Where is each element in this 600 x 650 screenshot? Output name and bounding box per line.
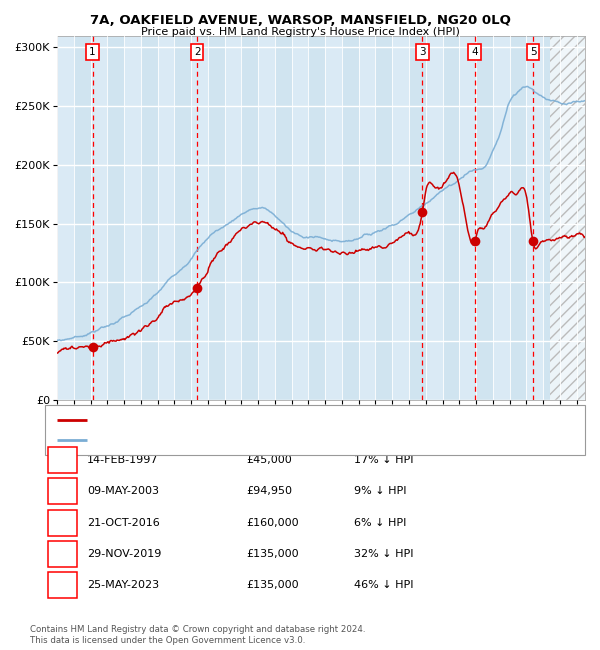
Bar — [191, 36, 208, 400]
Bar — [392, 36, 409, 400]
Bar — [560, 36, 577, 400]
Text: £135,000: £135,000 — [246, 549, 299, 559]
Text: 3: 3 — [419, 47, 426, 57]
Bar — [107, 36, 124, 400]
Text: 7A, OAKFIELD AVENUE, WARSOP, MANSFIELD, NG20 0LQ (detached house): 7A, OAKFIELD AVENUE, WARSOP, MANSFIELD, … — [91, 415, 457, 425]
Bar — [74, 36, 91, 400]
Text: HPI: Average price, detached house, Mansfield: HPI: Average price, detached house, Mans… — [91, 435, 319, 445]
Text: 1: 1 — [59, 455, 66, 465]
Text: 46% ↓ HPI: 46% ↓ HPI — [354, 580, 413, 590]
Bar — [208, 36, 224, 400]
Text: £94,950: £94,950 — [246, 486, 292, 497]
Bar — [224, 36, 241, 400]
Bar — [141, 36, 158, 400]
Bar — [543, 36, 560, 400]
Bar — [57, 36, 74, 400]
Bar — [342, 36, 359, 400]
Text: 1: 1 — [89, 47, 96, 57]
Bar — [443, 36, 459, 400]
Text: 5: 5 — [530, 47, 536, 57]
Bar — [426, 36, 443, 400]
Bar — [91, 36, 107, 400]
Text: 5: 5 — [59, 580, 66, 590]
Text: 29-NOV-2019: 29-NOV-2019 — [87, 549, 161, 559]
Bar — [124, 36, 141, 400]
Text: 9% ↓ HPI: 9% ↓ HPI — [354, 486, 407, 497]
Text: 2: 2 — [194, 47, 200, 57]
Text: Price paid vs. HM Land Registry's House Price Index (HPI): Price paid vs. HM Land Registry's House … — [140, 27, 460, 37]
Text: 7A, OAKFIELD AVENUE, WARSOP, MANSFIELD, NG20 0LQ: 7A, OAKFIELD AVENUE, WARSOP, MANSFIELD, … — [89, 14, 511, 27]
Text: 17% ↓ HPI: 17% ↓ HPI — [354, 455, 413, 465]
Bar — [292, 36, 308, 400]
Text: Contains HM Land Registry data © Crown copyright and database right 2024.
This d: Contains HM Land Registry data © Crown c… — [30, 625, 365, 645]
Text: 4: 4 — [59, 549, 66, 559]
Text: £135,000: £135,000 — [246, 580, 299, 590]
Bar — [376, 36, 392, 400]
Bar — [459, 36, 476, 400]
Text: 32% ↓ HPI: 32% ↓ HPI — [354, 549, 413, 559]
Bar — [308, 36, 325, 400]
Bar — [526, 36, 543, 400]
Text: 21-OCT-2016: 21-OCT-2016 — [87, 517, 160, 528]
Text: £45,000: £45,000 — [246, 455, 292, 465]
Bar — [550, 36, 585, 400]
Bar — [476, 36, 493, 400]
Text: 4: 4 — [471, 47, 478, 57]
Bar — [509, 36, 526, 400]
Bar — [325, 36, 342, 400]
Text: 2: 2 — [59, 486, 66, 497]
Text: £160,000: £160,000 — [246, 517, 299, 528]
Bar — [241, 36, 258, 400]
Text: 6% ↓ HPI: 6% ↓ HPI — [354, 517, 406, 528]
Bar — [258, 36, 275, 400]
Bar — [409, 36, 426, 400]
Bar — [577, 36, 585, 400]
Bar — [550, 36, 585, 400]
Bar — [158, 36, 175, 400]
Text: 14-FEB-1997: 14-FEB-1997 — [87, 455, 158, 465]
Bar — [359, 36, 376, 400]
Bar — [175, 36, 191, 400]
Text: 09-MAY-2003: 09-MAY-2003 — [87, 486, 159, 497]
Text: 3: 3 — [59, 517, 66, 528]
Bar — [493, 36, 509, 400]
Bar — [275, 36, 292, 400]
Text: 25-MAY-2023: 25-MAY-2023 — [87, 580, 159, 590]
